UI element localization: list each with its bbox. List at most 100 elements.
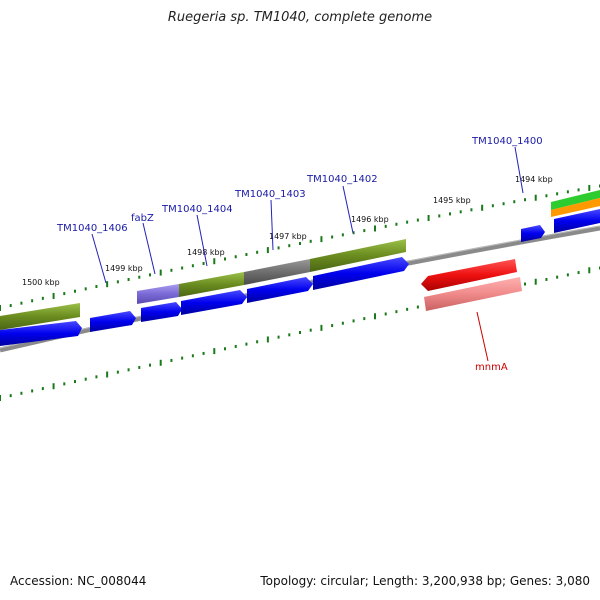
outer-ring-tick [170,268,173,272]
outer-ring-tick [234,255,237,259]
inner-ring-tick [566,273,569,277]
rna-label-mnmA[interactable]: mnmA [475,362,508,373]
cds-arrow-tm1040-1401[interactable] [521,225,545,242]
inner-ring-tick [416,305,419,309]
outer-ring-tick [277,246,280,250]
outer-ring-tick [127,278,130,281]
inner-ring-tick [191,354,194,358]
cds-arrow-fabz[interactable] [141,302,182,322]
gene-label-tm1040-1400[interactable]: TM1040_1400 [471,136,543,147]
inner-ring-tick [374,313,376,320]
outer-ring-tick [534,194,537,201]
outer-ring-tick [0,305,1,311]
inner-ring-tick [395,310,398,314]
cds-arrow-tm1040-1400[interactable] [554,209,600,233]
outer-ring-tick [149,273,151,277]
inner-ring-tick [159,359,162,366]
inner-ring-tick [245,342,248,346]
outer-ring-tick [524,198,526,202]
outer-ring-tick [588,184,591,191]
outer-ring-tick [459,210,462,214]
inner-ring-tick [52,383,55,390]
outer-ring-tick [116,280,119,284]
inner-ring-tick [0,395,1,401]
inner-ring-tick [524,282,526,286]
gene-label-fabz[interactable]: fabZ [131,213,154,224]
scale-label-1499: 1499 kbp [105,264,143,273]
outer-ring-tick [438,214,441,218]
gene-label-tm1040-1406[interactable]: TM1040_1406 [56,223,128,234]
cds-arrow-tm1040-1403[interactable] [247,277,313,303]
feature-bar-olive-left[interactable] [0,303,80,330]
feature-ring-outer [0,190,600,330]
outer-ring-tick [577,188,580,192]
feature-bar-fabz[interactable] [137,284,179,304]
rna-bar-mnmA[interactable] [424,277,522,311]
outer-ring-tick [95,285,98,289]
gene-label-tm1040-1403[interactable]: TM1040_1403 [234,189,306,200]
outer-ring-tick [20,301,23,305]
outer-ring-tick [395,222,398,226]
feature-bar-orange[interactable] [551,198,600,217]
gene-labels: TM1040_1400 TM1040_1402 TM1040_1403 TM10… [56,136,543,234]
inner-ring-tick [588,267,591,274]
gene-label-tm1040-1404[interactable]: TM1040_1404 [161,204,233,215]
outer-ring-tick [384,224,387,228]
inner-ring-tick [127,368,130,372]
outer-ring-tick [513,200,516,204]
feature-bar-tm1040-1403[interactable] [244,259,310,285]
gene-label-tm1040-1402[interactable]: TM1040_1402 [306,174,378,185]
inner-ring-tick [545,277,548,281]
outer-ring-tick [363,229,366,233]
outer-ring-tick [406,220,409,224]
inner-ring-tick [63,382,66,386]
feature-bar-tm1040-1404[interactable] [179,272,244,297]
cds-arrow-tm1040-1402[interactable] [313,257,409,290]
map-title: Ruegeria sp. TM1040, complete genome [167,10,433,25]
inner-ring-tick [9,394,12,398]
outer-ring-tick [52,292,55,299]
outer-ring-tick [84,287,87,291]
outer-ring-tick [331,235,334,239]
outer-ring-tick [320,236,323,243]
inner-ring-tick [106,371,109,378]
outer-ring-tick [256,250,259,254]
outer-ring-tick [352,231,355,235]
scale-label-1495: 1495 kbp [433,196,471,205]
outer-ring-tick [224,257,226,261]
inner-ring-tick [234,344,237,348]
inner-ring-tick [224,347,226,351]
outer-ring-tick [41,296,44,300]
gene-label-leaders [91,146,524,284]
outer-ring-tick [556,192,559,196]
outer-ring-tick [341,233,344,237]
outer-ring-tick [31,299,34,303]
feature-bar-green[interactable] [551,190,600,210]
outer-ring-tick [181,266,184,270]
accession-label: Accession: NC_008044 [10,574,147,588]
outer-ring-tick [63,292,66,296]
outer-ring-tick [481,204,484,211]
inner-ring-tick [331,324,334,328]
inner-ring-tick [181,356,184,360]
outer-ring-tick [491,204,494,208]
outer-ring-tick [309,239,312,243]
cds-arrow-tm1040-1404[interactable] [181,290,247,315]
inner-ring-tick [320,324,323,331]
inner-ring-tick [406,307,409,311]
inner-ring-tick [149,363,151,367]
inner-ring-tick [384,312,387,316]
feature-bar-tm1040-1402[interactable] [310,239,406,272]
scale-label-1500: 1500 kbp [22,278,60,287]
scale-label-1497: 1497 kbp [269,232,307,241]
rna-arrow-mnmA[interactable] [421,259,517,291]
cds-arrow-1[interactable] [0,321,82,346]
outer-ring-tick [427,215,430,221]
cds-arrow-tm1040-1406[interactable] [90,311,136,332]
rna-ring [421,259,522,311]
inner-ring-tick [256,340,259,344]
outer-ring-tick [191,264,194,268]
scale-labels: 1494 kbp 1495 kbp 1496 kbp 1497 kbp 1498… [22,175,553,287]
